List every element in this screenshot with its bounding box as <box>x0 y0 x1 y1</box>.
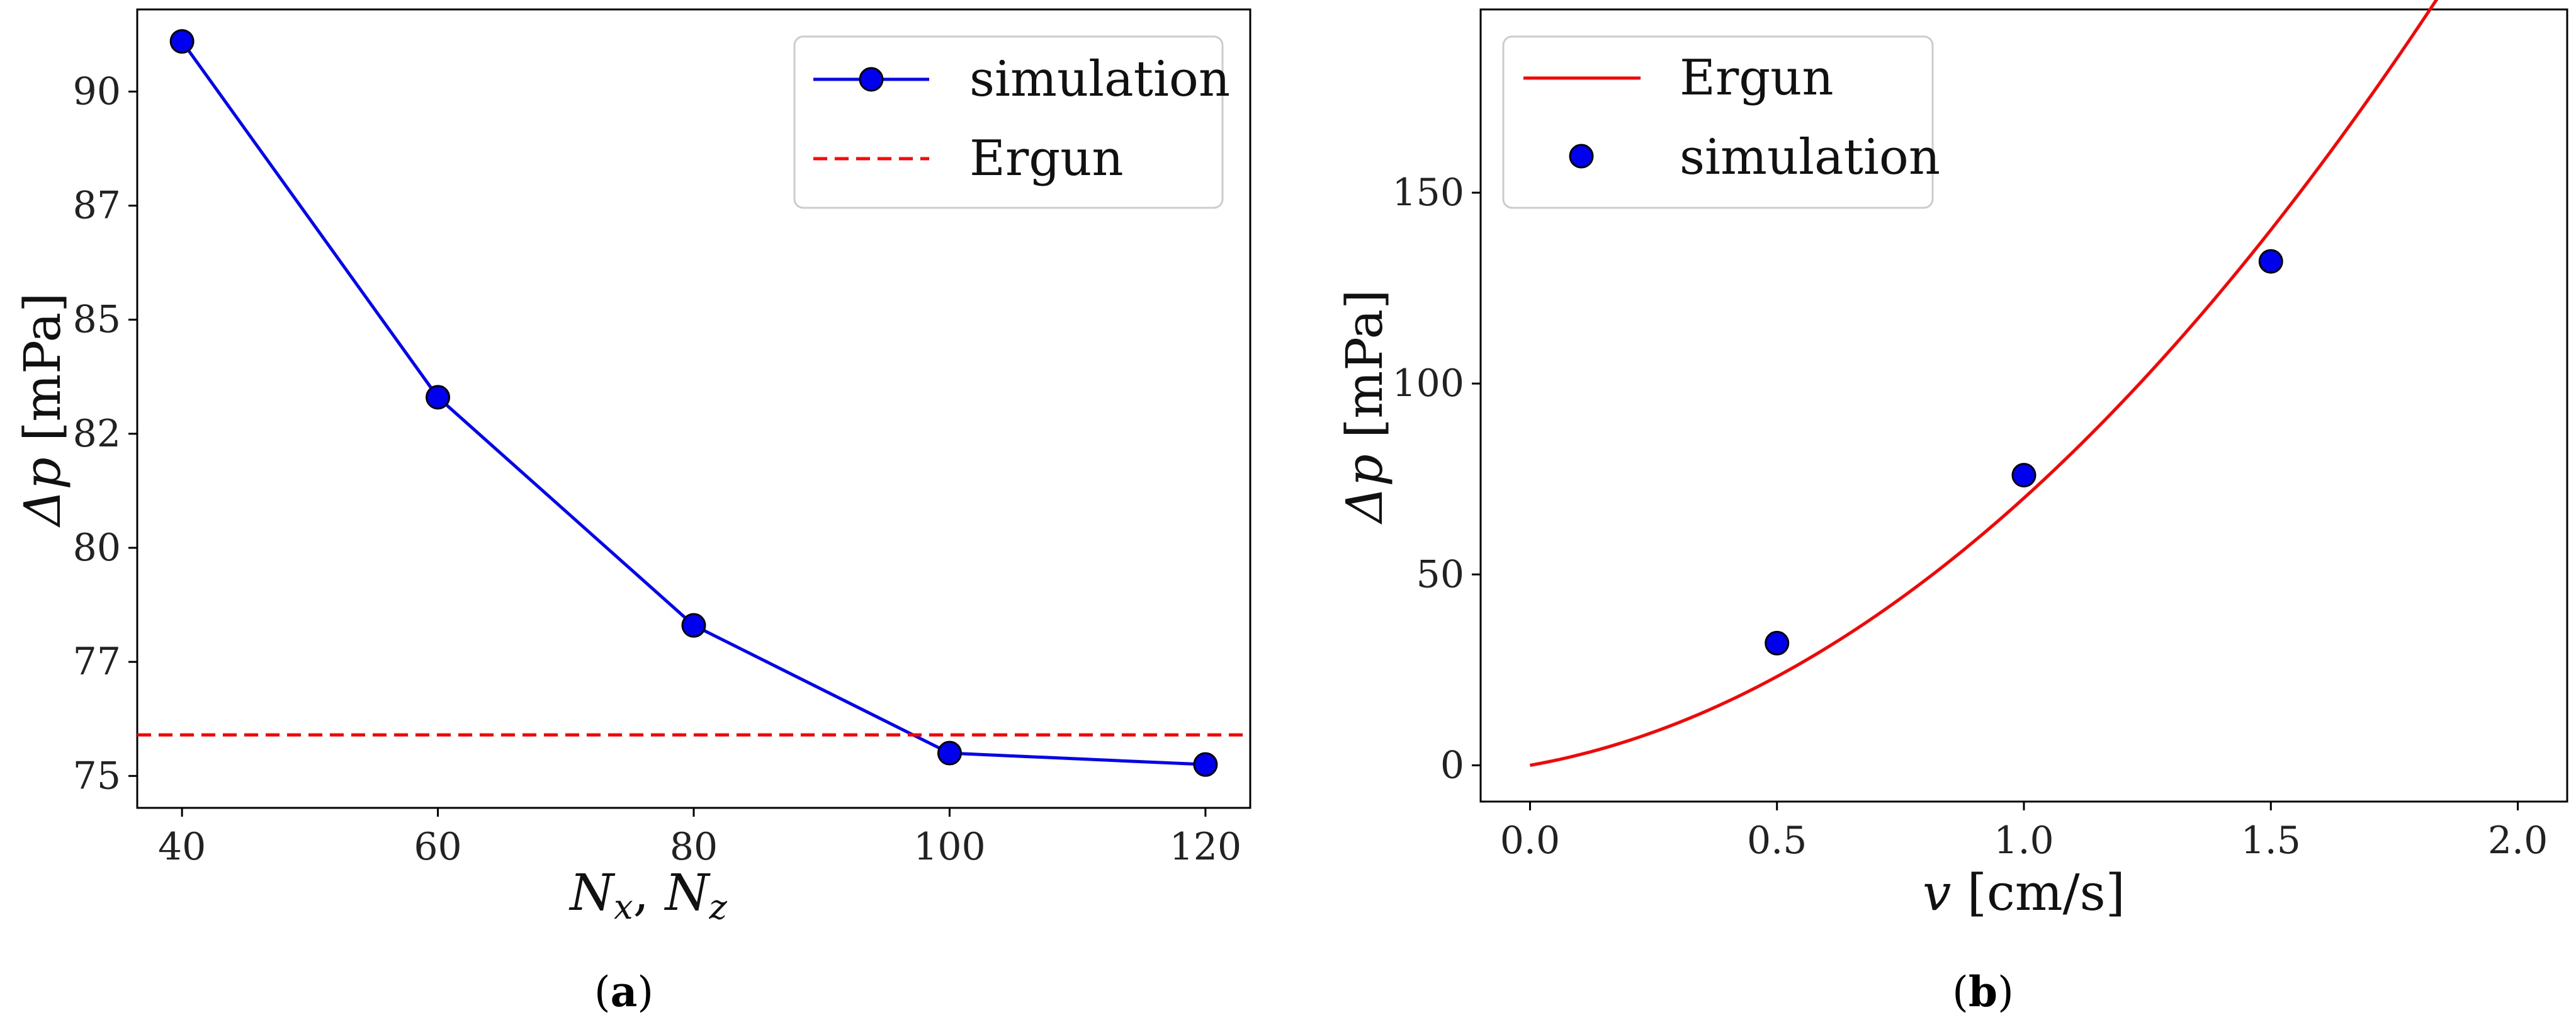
simulation-point-a-3 <box>937 740 962 766</box>
y-tick-label-b-1: 50 <box>1416 552 1464 596</box>
legend-simulation-label-b: simulation <box>1680 129 1940 186</box>
simulation-point-b-1 <box>2011 463 2037 488</box>
x-tick-label-a-3: 100 <box>913 825 986 869</box>
y-tick-label-a-6: 90 <box>73 69 121 113</box>
y-tick-label-a-5: 87 <box>73 184 121 228</box>
simulation-point-a-1 <box>426 385 451 410</box>
x-axis-label-a: Nx, Nz <box>568 863 727 927</box>
simulation-point-b-2 <box>2258 249 2283 274</box>
y-tick-label-a-4: 85 <box>73 298 121 342</box>
legend-ergun-label-a: Ergun <box>969 130 1124 187</box>
y-tick-label-a-0: 75 <box>73 754 121 798</box>
panel-b: 0 50 100 150 0.0 0.5 1.0 1.5 2.0 Ergun simulati… <box>1335 0 2568 1016</box>
x-axis-label-b: v [cm/s] <box>1923 863 2125 922</box>
y-axis-label-b: Δp [mPa] <box>1335 290 1394 525</box>
simulation-point-a-0 <box>169 29 195 54</box>
y-tick-label-b-2: 100 <box>1392 361 1464 406</box>
legend-a: simulation Ergun <box>793 35 1230 209</box>
y-axis-label-a: Δp [mPa] <box>13 293 72 528</box>
simulation-point-b-0 <box>1765 630 1790 655</box>
y-tick-label-a-3: 82 <box>73 412 121 456</box>
y-tick-label-a-2: 80 <box>73 526 121 570</box>
x-ticks-a: 40 60 80 100 120 <box>158 808 1241 869</box>
caption-b: (b) <box>1952 967 2014 1016</box>
series-b <box>1529 0 2439 767</box>
y-ticks-a: 75 77 80 82 85 87 90 <box>73 69 137 798</box>
x-tick-label-a-2: 80 <box>670 825 718 869</box>
x-tick-label-b-2: 1.0 <box>1994 819 2053 863</box>
y-ticks-b: 0 50 100 150 <box>1392 171 1481 787</box>
legend-ergun-label-b: Ergun <box>1680 50 1834 106</box>
x-tick-label-a-0: 40 <box>158 825 206 869</box>
legend-simulation-label-a: simulation <box>969 51 1230 108</box>
x-tick-label-b-4: 2.0 <box>2488 819 2548 863</box>
legend-simulation-marker-b <box>1569 144 1594 169</box>
x-tick-label-b-3: 1.5 <box>2241 819 2301 863</box>
y-tick-label-b-3: 150 <box>1392 171 1464 215</box>
simulation-point-a-2 <box>681 613 706 638</box>
simulation-point-a-4 <box>1193 752 1218 777</box>
x-tick-label-a-1: 60 <box>414 825 461 869</box>
y-tick-label-b-0: 0 <box>1440 743 1464 787</box>
caption-a: (a) <box>594 967 653 1016</box>
x-tick-label-b-1: 0.5 <box>1747 819 1807 863</box>
x-tick-label-b-0: 0.0 <box>1500 819 1560 863</box>
x-ticks-b: 0.0 0.5 1.0 1.5 2.0 <box>1500 802 2548 863</box>
y-tick-label-a-1: 77 <box>73 640 121 684</box>
ergun-curve-b <box>1529 0 2439 767</box>
legend-simulation-marker-a <box>859 67 884 92</box>
x-tick-label-a-4: 120 <box>1170 825 1242 869</box>
legend-b: Ergun simulation <box>1502 35 1940 209</box>
series-a <box>137 29 1250 777</box>
panel-a: 75 77 80 82 85 87 90 40 60 80 100 120 simulation E… <box>13 8 1251 1016</box>
